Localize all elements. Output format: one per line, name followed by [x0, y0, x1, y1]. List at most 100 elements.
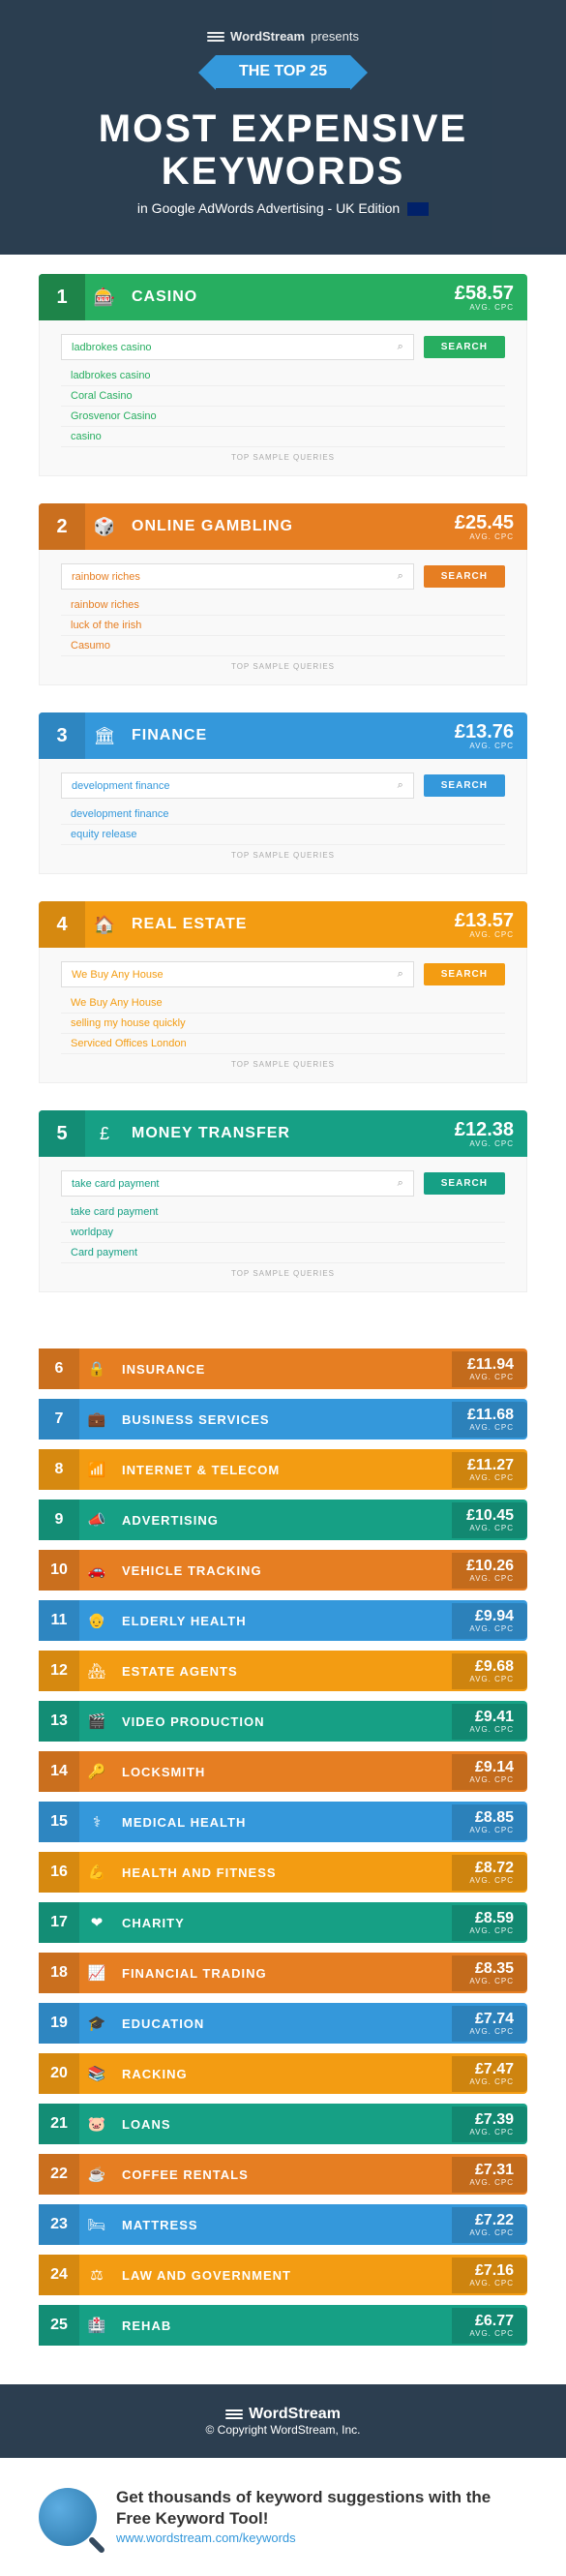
cpc-label: AVG. CPC [465, 1775, 514, 1784]
category-name: LOANS [114, 2117, 452, 2132]
rank-badge: 11 [39, 1600, 79, 1641]
category-name: FINANCE [124, 727, 441, 744]
cpc-value: £7.74 [465, 2012, 514, 2027]
sample-query: Coral Casino [61, 386, 505, 407]
category-icon: 🎰 [85, 288, 124, 308]
cpc-value: £6.77 [465, 2314, 514, 2329]
keyword-row: 18 📈 FINANCIAL TRADING £8.35 AVG. CPC [39, 1953, 527, 1993]
cta-link[interactable]: www.wordstream.com/keywords [116, 2531, 296, 2545]
sample-query: Casumo [61, 636, 505, 656]
infographic-container: WordStream presents THE TOP 25 MOST EXPE… [0, 0, 566, 2576]
brand-name: WordStream [230, 29, 305, 44]
sample-query: luck of the irish [61, 616, 505, 636]
search-button[interactable]: SEARCH [424, 336, 505, 358]
keyword-card: 3 🏛 FINANCE £13.76 AVG. CPC development … [39, 712, 527, 874]
category-icon: 🔑 [79, 1763, 114, 1780]
category-name: LOCKSMITH [114, 1765, 452, 1779]
sample-queries-label: TOP SAMPLE QUERIES [61, 1263, 505, 1284]
category-icon: 🏛 [85, 726, 124, 746]
search-input[interactable]: rainbow riches ⌕ [61, 563, 414, 590]
cpc-value: £7.16 [465, 2263, 514, 2279]
rank-badge: 6 [39, 1349, 79, 1389]
cpc-label: AVG. CPC [465, 2329, 514, 2338]
sample-query: rainbow riches [61, 595, 505, 616]
cpc-block: £11.68 AVG. CPC [452, 1402, 527, 1438]
keyword-row: 10 🚗 VEHICLE TRACKING £10.26 AVG. CPC [39, 1550, 527, 1591]
keyword-row: 11 👴 ELDERLY HEALTH £9.94 AVG. CPC [39, 1600, 527, 1641]
rank-badge: 12 [39, 1651, 79, 1691]
keyword-card: 1 🎰 CASINO £58.57 AVG. CPC ladbrokes cas… [39, 274, 527, 476]
search-button[interactable]: SEARCH [424, 963, 505, 985]
wordstream-logo-icon [207, 32, 224, 42]
rank-badge: 1 [39, 274, 85, 320]
cpc-block: £7.31 AVG. CPC [452, 2157, 527, 2193]
cpc-label: AVG. CPC [465, 1926, 514, 1935]
category-icon: ⚖ [79, 2266, 114, 2284]
keyword-card: 5 £ MONEY TRANSFER £12.38 AVG. CPC take … [39, 1110, 527, 1292]
rank-badge: 23 [39, 2204, 79, 2245]
sample-query: Grosvenor Casino [61, 407, 505, 427]
footer-brand-text: WordStream [249, 2406, 341, 2423]
keyword-card: 4 🏠 REAL ESTATE £13.57 AVG. CPC We Buy A… [39, 901, 527, 1083]
cpc-value: £13.76 [455, 722, 514, 742]
cpc-block: £25.45 AVG. CPC [441, 507, 527, 547]
hero-section: WordStream presents THE TOP 25 MOST EXPE… [0, 0, 566, 255]
search-input[interactable]: take card payment ⌕ [61, 1170, 414, 1197]
card-body: ladbrokes casino ⌕ SEARCH ladbrokes casi… [39, 320, 527, 476]
first-query: take card payment [72, 1178, 160, 1190]
cpc-value: £9.14 [465, 1760, 514, 1775]
rank-badge: 2 [39, 503, 85, 550]
sample-query: selling my house quickly [61, 1014, 505, 1034]
search-input[interactable]: ladbrokes casino ⌕ [61, 334, 414, 360]
category-name: REHAB [114, 2318, 452, 2333]
search-input[interactable]: development finance ⌕ [61, 773, 414, 799]
cpc-value: £7.47 [465, 2062, 514, 2077]
search-button[interactable]: SEARCH [424, 1172, 505, 1195]
keyword-row: 20 📚 RACKING £7.47 AVG. CPC [39, 2053, 527, 2094]
category-icon: 💼 [79, 1410, 114, 1428]
category-name: VEHICLE TRACKING [114, 1563, 452, 1578]
search-button[interactable]: SEARCH [424, 774, 505, 797]
cpc-block: £8.35 AVG. CPC [452, 1955, 527, 1991]
cpc-label: AVG. CPC [455, 532, 514, 541]
category-name: ELDERLY HEALTH [114, 1614, 452, 1628]
search-input[interactable]: We Buy Any House ⌕ [61, 961, 414, 987]
card-body: rainbow riches ⌕ SEARCH rainbow richeslu… [39, 550, 527, 685]
cpc-block: £8.59 AVG. CPC [452, 1905, 527, 1941]
cpc-value: £8.35 [465, 1961, 514, 1977]
cpc-value: £11.27 [465, 1458, 514, 1473]
search-icon: ⌕ [398, 1177, 403, 1190]
cpc-block: £13.57 AVG. CPC [441, 905, 527, 945]
category-name: FINANCIAL TRADING [114, 1966, 452, 1981]
sample-queries-label: TOP SAMPLE QUERIES [61, 1054, 505, 1075]
card-header: 2 🎲 ONLINE GAMBLING £25.45 AVG. CPC [39, 503, 527, 550]
cpc-value: £11.94 [465, 1357, 514, 1373]
hero-title: MOST EXPENSIVE KEYWORDS [19, 107, 547, 193]
keyword-row: 8 📶 INTERNET & TELECOM £11.27 AVG. CPC [39, 1449, 527, 1490]
keyword-row: 13 🎬 VIDEO PRODUCTION £9.41 AVG. CPC [39, 1701, 527, 1742]
search-button[interactable]: SEARCH [424, 565, 505, 588]
cpc-value: £9.94 [465, 1609, 514, 1624]
rank-badge: 19 [39, 2003, 79, 2044]
cpc-block: £7.39 AVG. CPC [452, 2106, 527, 2142]
cpc-label: AVG. CPC [465, 2279, 514, 2288]
cpc-value: £25.45 [455, 513, 514, 532]
category-icon: 📶 [79, 1461, 114, 1478]
category-name: EDUCATION [114, 2016, 452, 2031]
category-icon: ⚕ [79, 1813, 114, 1831]
keyword-row: 6 🔒 INSURANCE £11.94 AVG. CPC [39, 1349, 527, 1389]
category-icon: 🚗 [79, 1561, 114, 1579]
keyword-row: 7 💼 BUSINESS SERVICES £11.68 AVG. CPC [39, 1399, 527, 1440]
cpc-label: AVG. CPC [465, 2228, 514, 2237]
top5-section: 1 🎰 CASINO £58.57 AVG. CPC ladbrokes cas… [0, 255, 566, 1339]
cpc-label: AVG. CPC [465, 1574, 514, 1583]
cpc-block: £7.47 AVG. CPC [452, 2056, 527, 2092]
category-name: RACKING [114, 2067, 452, 2081]
cta-heading: Get thousands of keyword suggestions wit… [116, 2487, 527, 2530]
rank-badge: 4 [39, 901, 85, 948]
cpc-label: AVG. CPC [465, 1473, 514, 1482]
search-icon: ⌕ [398, 968, 403, 981]
cpc-block: £7.74 AVG. CPC [452, 2006, 527, 2042]
cpc-block: £58.57 AVG. CPC [441, 278, 527, 318]
card-body: development finance ⌕ SEARCH development… [39, 759, 527, 874]
